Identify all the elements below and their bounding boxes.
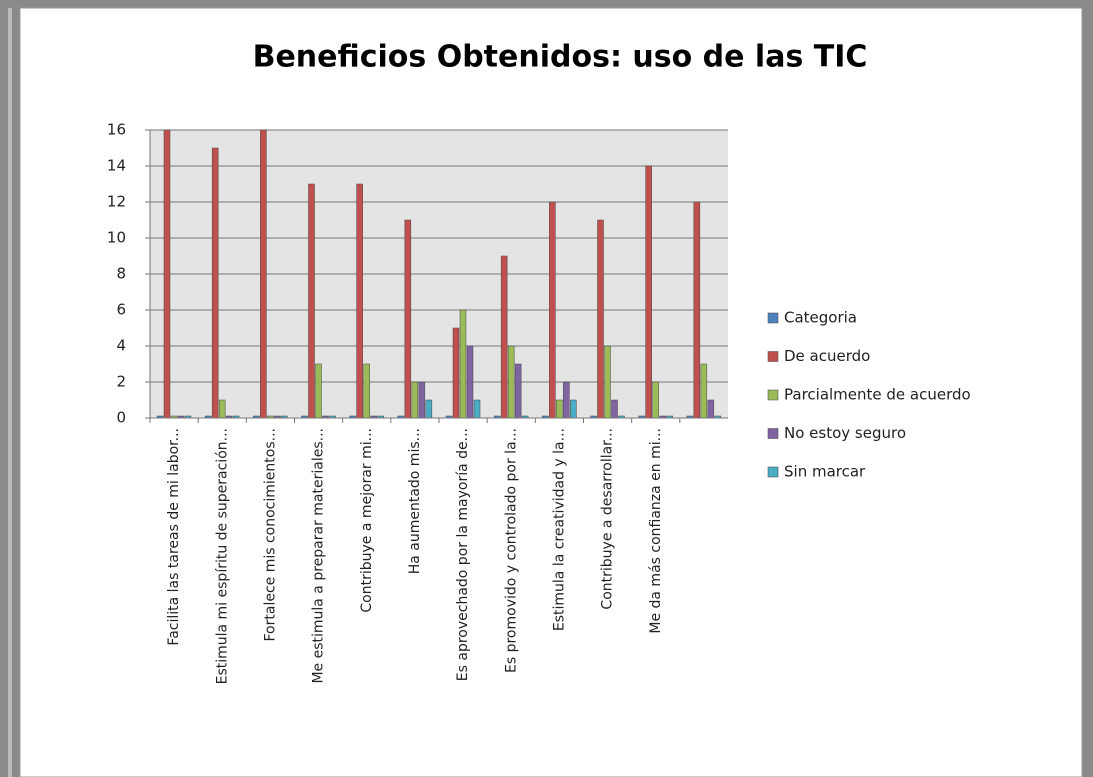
bar xyxy=(466,345,474,419)
bar xyxy=(556,399,563,419)
legend-label: Parcialmente de acuerdo xyxy=(784,386,971,404)
bar xyxy=(514,363,522,419)
bar xyxy=(452,327,460,419)
x-tick-label: Fortalece mis conocimientos... xyxy=(262,428,278,641)
x-tick-label: Facilita las tareas de mi labor... xyxy=(166,428,182,646)
y-tick-label: 14 xyxy=(107,157,126,175)
x-tick-label: Es promovido y controlado por la... xyxy=(503,428,519,673)
x-tick-label: Ha aumentado mis... xyxy=(407,428,423,574)
bar xyxy=(707,399,715,419)
frame-right xyxy=(1082,0,1093,777)
legend-label: Categoria xyxy=(784,309,857,327)
chart-title: Beneficios Obtenidos: uso de las TIC xyxy=(253,40,868,75)
bar xyxy=(411,381,419,419)
y-tick-label: 10 xyxy=(107,229,126,247)
bar xyxy=(260,129,267,419)
x-tick-label: Me da más confianza en mi... xyxy=(648,428,664,634)
legend-swatch xyxy=(767,351,779,362)
bar xyxy=(473,399,481,419)
bar xyxy=(308,183,315,419)
bar xyxy=(611,399,618,419)
x-tick-label: Es aprovechado por la mayoría de... xyxy=(455,428,471,681)
x-tick-label: Contribuye a mejorar mi... xyxy=(359,428,375,613)
bar xyxy=(211,147,219,419)
bar xyxy=(459,309,467,419)
legend-swatch xyxy=(767,312,779,324)
bar xyxy=(549,201,556,419)
legend-swatch xyxy=(767,389,779,401)
x-tick-label: Me estimula a preparar materiales... xyxy=(311,428,327,684)
legend-label: Sin marcar xyxy=(784,463,866,481)
bar xyxy=(652,381,659,419)
bar xyxy=(645,165,652,419)
y-tick-label: 0 xyxy=(116,409,126,427)
bar xyxy=(563,381,570,419)
frame-top xyxy=(0,0,1093,8)
y-tick-label: 2 xyxy=(116,373,126,391)
legend-swatch xyxy=(767,428,779,439)
x-tick-label: Estimula mi espíritu de superación... xyxy=(214,428,230,684)
y-tick-label: 16 xyxy=(107,121,126,139)
bar xyxy=(700,363,708,419)
bar xyxy=(693,201,701,419)
bar xyxy=(425,399,433,419)
bar xyxy=(363,363,370,419)
x-tick-label: Estimula la creatividad y la... xyxy=(551,428,567,631)
bar xyxy=(570,399,577,419)
bar xyxy=(500,255,508,419)
y-tick-label: 8 xyxy=(116,265,126,283)
bar xyxy=(507,345,515,419)
legend-swatch xyxy=(767,466,779,478)
bar xyxy=(604,345,611,419)
frame-stripe xyxy=(8,8,12,777)
y-tick-label: 6 xyxy=(116,301,126,319)
x-tick-label: Contribuye a desarrollar... xyxy=(600,428,616,610)
bar xyxy=(356,183,363,419)
bar xyxy=(163,129,171,419)
bar xyxy=(218,399,226,419)
y-tick-label: 4 xyxy=(116,337,126,355)
bar xyxy=(315,363,322,419)
legend-label: De acuerdo xyxy=(784,347,870,365)
y-tick-label: 12 xyxy=(107,193,126,211)
legend-label: No estoy seguro xyxy=(784,424,906,442)
bar xyxy=(418,381,426,419)
bar xyxy=(597,219,604,419)
bar xyxy=(404,219,412,419)
